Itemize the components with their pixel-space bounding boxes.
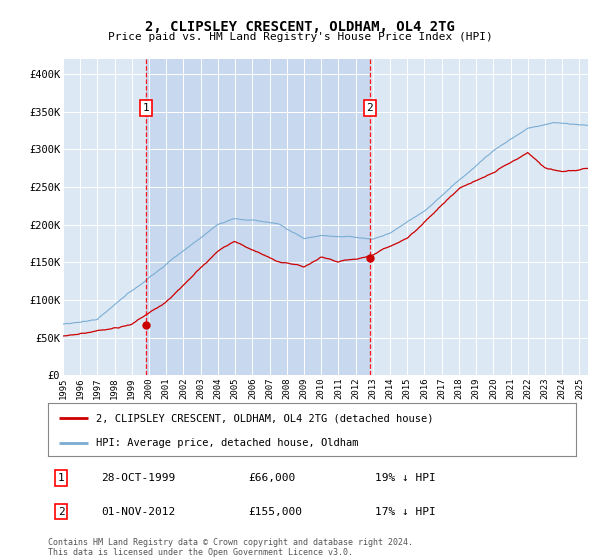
- Text: £155,000: £155,000: [248, 506, 302, 516]
- Text: Price paid vs. HM Land Registry's House Price Index (HPI): Price paid vs. HM Land Registry's House …: [107, 32, 493, 42]
- Text: 01-NOV-2012: 01-NOV-2012: [101, 506, 175, 516]
- Text: £66,000: £66,000: [248, 473, 296, 483]
- Text: 17% ↓ HPI: 17% ↓ HPI: [376, 506, 436, 516]
- Bar: [146, 59, 370, 375]
- Text: 2: 2: [58, 506, 65, 516]
- Text: HPI: Average price, detached house, Oldham: HPI: Average price, detached house, Oldh…: [95, 438, 358, 448]
- Text: 2, CLIPSLEY CRESCENT, OLDHAM, OL4 2TG (detached house): 2, CLIPSLEY CRESCENT, OLDHAM, OL4 2TG (d…: [95, 413, 433, 423]
- Text: 2: 2: [367, 103, 373, 113]
- Text: 28-OCT-1999: 28-OCT-1999: [101, 473, 175, 483]
- Text: 1: 1: [58, 473, 65, 483]
- Text: Contains HM Land Registry data © Crown copyright and database right 2024.
This d: Contains HM Land Registry data © Crown c…: [48, 538, 413, 557]
- Text: 1: 1: [143, 103, 149, 113]
- Text: 2, CLIPSLEY CRESCENT, OLDHAM, OL4 2TG: 2, CLIPSLEY CRESCENT, OLDHAM, OL4 2TG: [145, 20, 455, 34]
- Text: 19% ↓ HPI: 19% ↓ HPI: [376, 473, 436, 483]
